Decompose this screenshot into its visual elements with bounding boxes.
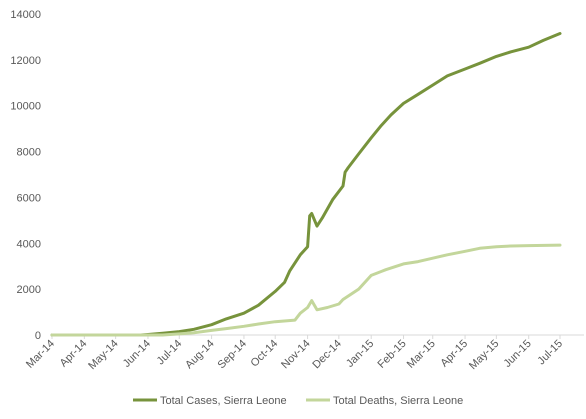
y-tick-label: 14000 bbox=[10, 9, 41, 21]
y-axis-ticks: 0 2000 4000 6000 8000 10000 12000 14000 bbox=[10, 9, 41, 342]
series-line-total-deaths bbox=[50, 243, 562, 337]
y-tick-label: 4000 bbox=[17, 238, 41, 250]
y-tick-label: 12000 bbox=[10, 55, 41, 67]
x-tick-label: Apr-14 bbox=[58, 338, 90, 370]
x-tick-label: Nov-14 bbox=[279, 338, 313, 372]
y-tick-label: 0 bbox=[35, 330, 41, 342]
y-tick-label: 2000 bbox=[17, 284, 41, 296]
x-tick-label: Jul-15 bbox=[535, 338, 565, 368]
legend-label: Total Deaths, Sierra Leone bbox=[333, 395, 463, 407]
y-tick-label: 8000 bbox=[17, 147, 41, 159]
x-tick-label: Dec-14 bbox=[310, 338, 344, 372]
x-tick-label: Sep-14 bbox=[215, 338, 249, 372]
x-tick-label: Jul-14 bbox=[155, 338, 185, 368]
x-tick-label: Aug-14 bbox=[183, 338, 217, 372]
x-tick-label: Apr-15 bbox=[438, 338, 470, 370]
x-tick-label: Jun-14 bbox=[121, 338, 153, 370]
x-tick-label: Jan-15 bbox=[344, 338, 376, 370]
series-line-total-cases bbox=[50, 32, 562, 337]
y-tick-label: 6000 bbox=[17, 192, 41, 204]
series-lines bbox=[50, 32, 562, 337]
y-tick-label: 10000 bbox=[10, 101, 41, 113]
x-tick-label: Jun-15 bbox=[502, 338, 534, 370]
x-tick-label: Mar-15 bbox=[405, 338, 438, 371]
legend: Total Cases, Sierra Leone Total Deaths, S… bbox=[133, 395, 463, 407]
x-tick-label: May-15 bbox=[467, 338, 501, 372]
x-tick-label: Mar-14 bbox=[24, 338, 57, 371]
x-tick-label: Feb-15 bbox=[376, 338, 409, 371]
legend-label: Total Cases, Sierra Leone bbox=[160, 395, 287, 407]
x-axis-tick-marks bbox=[51, 335, 561, 339]
x-tick-label: Oct-14 bbox=[249, 338, 281, 370]
x-tick-label: May-14 bbox=[86, 338, 120, 372]
